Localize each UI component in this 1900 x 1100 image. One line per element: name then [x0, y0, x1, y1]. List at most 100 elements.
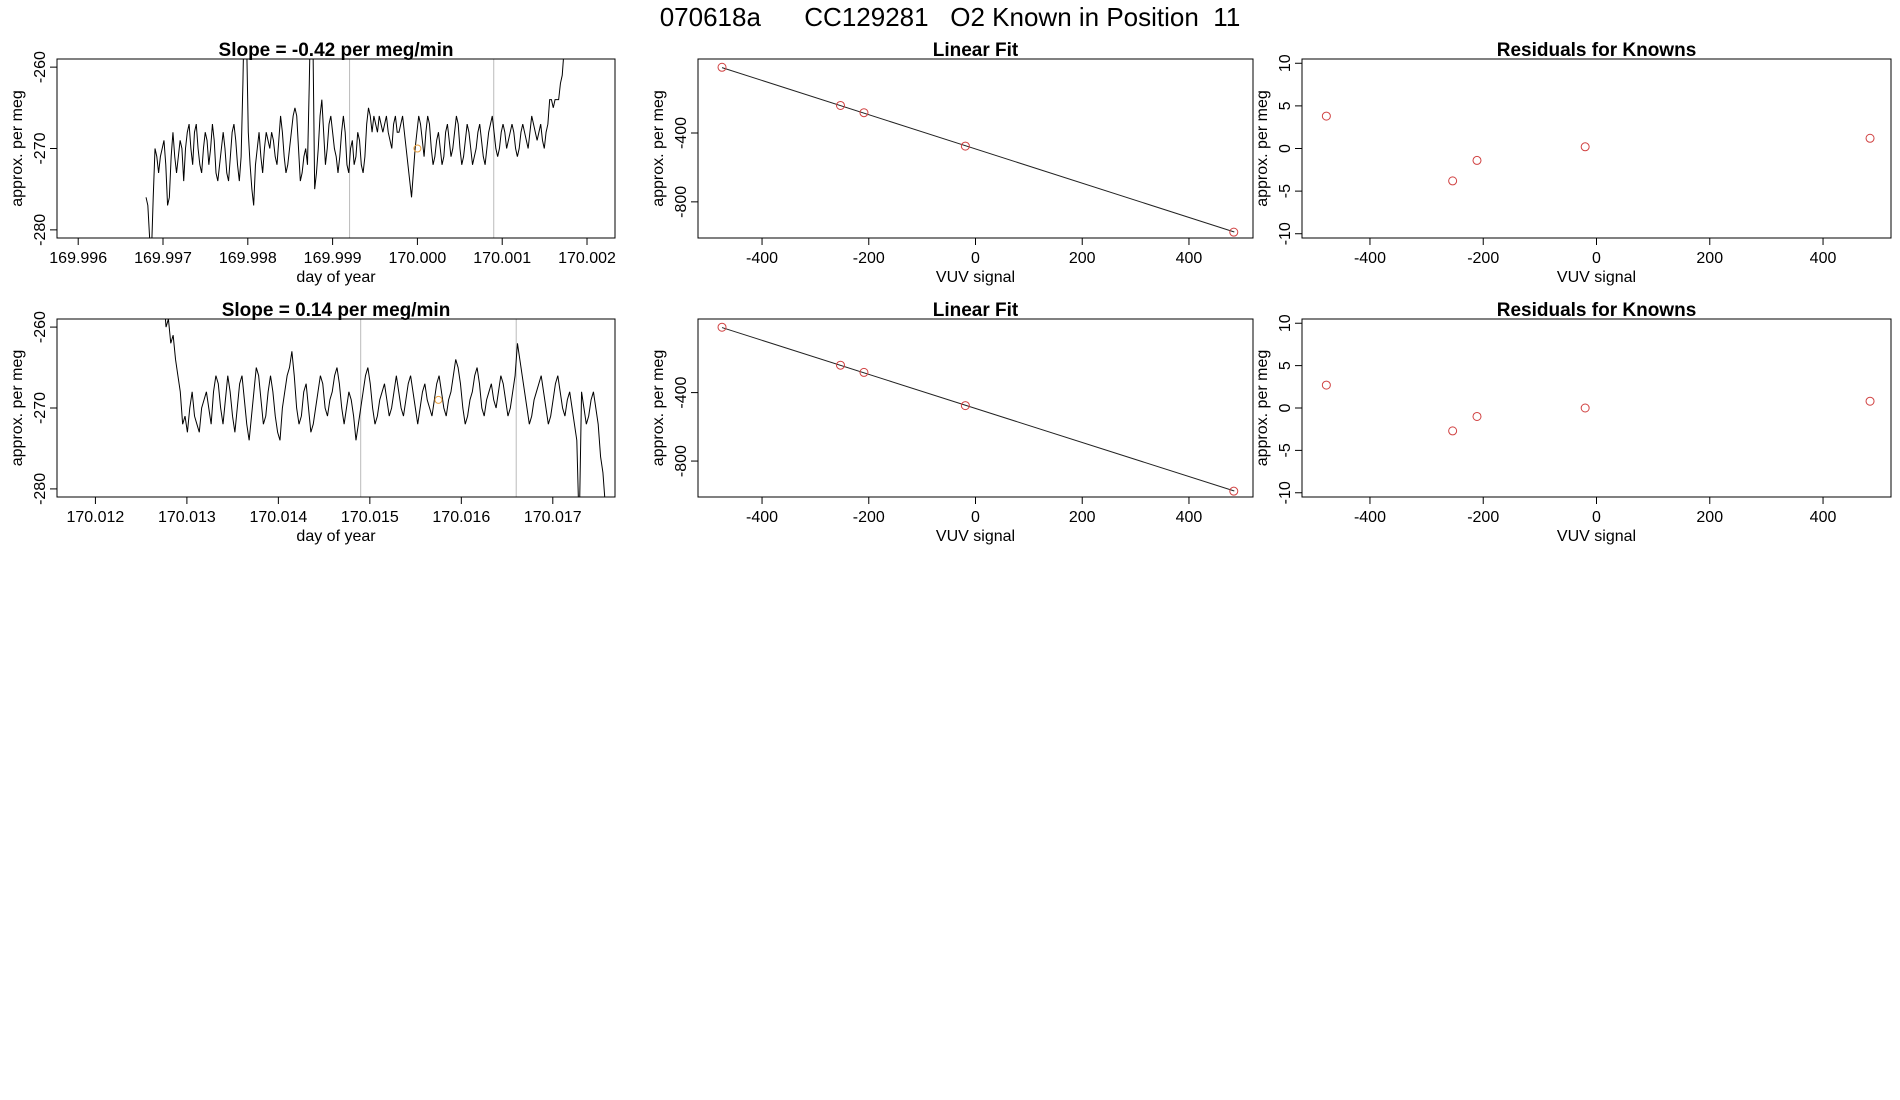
- x-tick-label: -200: [853, 509, 885, 526]
- x-axis-label: day of year: [296, 528, 376, 545]
- y-tick-label: 0: [1277, 144, 1294, 153]
- x-tick-label: 400: [1810, 250, 1837, 267]
- x-tick-label: -400: [746, 250, 778, 267]
- x-tick-label: 200: [1069, 509, 1096, 526]
- data-point: [1865, 396, 1875, 406]
- x-tick-label: 169.996: [49, 250, 107, 267]
- x-tick-label: 0: [1592, 250, 1601, 267]
- y-tick-label: 5: [1277, 101, 1294, 110]
- plot-frame: [1301, 318, 1892, 498]
- y-tick-label: -5: [1277, 184, 1294, 198]
- plot-area: [717, 322, 1239, 496]
- plot-area: [1321, 111, 1875, 186]
- x-tick-label: -400: [1354, 509, 1386, 526]
- marker-point: [413, 144, 422, 153]
- x-tick-label: 169.998: [219, 250, 277, 267]
- panel-res2: Residuals for Knowns -400 -200 0 200 400 10 5 0 -…: [1254, 300, 1892, 545]
- x-tick-label: -400: [746, 509, 778, 526]
- y-axis-label: approx. per meg: [650, 90, 667, 207]
- plot-frame: [1301, 58, 1892, 239]
- x-tick-label: 200: [1696, 509, 1723, 526]
- data-point: [1580, 142, 1590, 152]
- plot-frame: [697, 318, 1254, 498]
- plot-area: [164, 319, 606, 497]
- panel-title: Slope = 0.14 per meg/min: [222, 300, 451, 321]
- x-axis-label: VUV signal: [936, 269, 1015, 286]
- x-tick-label: 169.997: [134, 250, 192, 267]
- x-tick-label: 170.013: [158, 509, 216, 526]
- x-tick-label: 0: [971, 509, 980, 526]
- y-axis-label: approx. per meg: [9, 350, 26, 467]
- y-tick-label: -800: [673, 186, 690, 218]
- plot-area: [145, 59, 564, 238]
- data-point: [960, 401, 970, 411]
- x-axis-label: VUV signal: [1557, 269, 1636, 286]
- panel-res1: Residuals for Knowns -400 -200 0 200 400 10 5 0 -…: [1254, 40, 1892, 286]
- y-tick-label: -400: [673, 376, 690, 408]
- data-point: [1448, 426, 1458, 436]
- data-point: [1865, 133, 1875, 143]
- y-axis-label: approx. per meg: [1254, 90, 1271, 207]
- panel-title: Residuals for Knowns: [1497, 40, 1697, 61]
- data-point: [1448, 176, 1458, 186]
- y-tick-label: -270: [32, 392, 49, 424]
- y-tick-label: -260: [32, 311, 49, 343]
- y-tick-label: 0: [1277, 403, 1294, 412]
- data-point: [717, 322, 727, 332]
- y-axis-label: approx. per meg: [9, 90, 26, 207]
- x-tick-label: 0: [971, 250, 980, 267]
- data-point: [1472, 155, 1482, 165]
- x-tick-label: 400: [1810, 509, 1837, 526]
- y-tick-label: -10: [1277, 222, 1294, 245]
- data-point: [717, 62, 727, 72]
- x-tick-label: 170.014: [249, 509, 307, 526]
- data-point: [1472, 411, 1482, 421]
- x-axis-label: day of year: [296, 269, 376, 286]
- page-title: 070618a CC129281 O2 Known in Position 11: [659, 2, 1241, 32]
- plot-frame: [56, 58, 616, 239]
- x-tick-label: 170.016: [432, 509, 490, 526]
- plot-frame: [697, 58, 1254, 239]
- panel-ts2: Slope = 0.14 per meg/min 170.012 170.013 17…: [9, 300, 616, 545]
- y-axis-label: approx. per meg: [1254, 350, 1271, 467]
- series-line: [164, 319, 606, 497]
- x-tick-label: 170.002: [558, 250, 616, 267]
- y-tick-label: -400: [673, 117, 690, 149]
- x-tick-label: 170.000: [388, 250, 446, 267]
- y-tick-label: -10: [1277, 481, 1294, 504]
- panel-title: Linear Fit: [933, 40, 1019, 61]
- y-tick-label: 10: [1277, 314, 1294, 332]
- y-tick-label: -260: [32, 51, 49, 83]
- x-tick-label: 400: [1176, 509, 1203, 526]
- panel-fit2: Linear Fit -400 -200 0 200 400 -400 -800 VUV sig…: [650, 300, 1254, 545]
- x-tick-label: -400: [1354, 250, 1386, 267]
- x-axis-label: VUV signal: [936, 528, 1015, 545]
- x-tick-label: 170.017: [524, 509, 582, 526]
- plot-area: [717, 62, 1239, 237]
- x-tick-label: 169.999: [304, 250, 362, 267]
- data-point: [1229, 227, 1239, 237]
- x-tick-label: 400: [1176, 250, 1203, 267]
- y-tick-label: -280: [32, 473, 49, 505]
- panel-ts1: Slope = -0.42 per meg/min 169.996 169.997 1…: [9, 40, 616, 286]
- x-tick-label: 170.001: [473, 250, 531, 267]
- y-tick-label: 5: [1277, 361, 1294, 370]
- data-point: [859, 367, 869, 377]
- series-line: [145, 59, 564, 238]
- x-tick-label: -200: [1467, 509, 1499, 526]
- panel-fit1: Linear Fit -400 -200 0 200 400 -400 -800 VUV sig…: [650, 40, 1254, 286]
- x-tick-label: 200: [1696, 250, 1723, 267]
- panel-title: Residuals for Knowns: [1497, 300, 1697, 321]
- panel-title: Slope = -0.42 per meg/min: [219, 40, 454, 61]
- plot-area: [1321, 380, 1875, 436]
- y-tick-label: -800: [673, 445, 690, 477]
- x-tick-label: 0: [1592, 509, 1601, 526]
- data-point: [835, 360, 845, 370]
- panel-title: Linear Fit: [933, 300, 1019, 321]
- x-tick-label: 200: [1069, 250, 1096, 267]
- data-point: [1229, 486, 1239, 496]
- data-point: [1580, 403, 1590, 413]
- data-point: [1321, 380, 1331, 390]
- fit-line: [721, 67, 1235, 233]
